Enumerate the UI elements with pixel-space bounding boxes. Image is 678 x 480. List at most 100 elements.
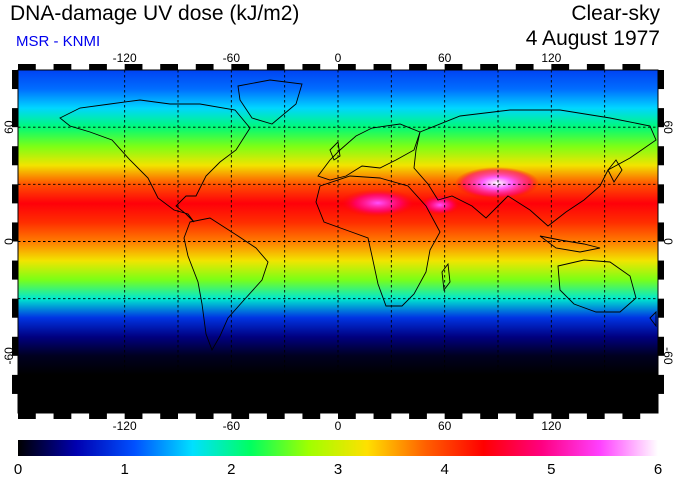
frame-block bbox=[302, 64, 321, 70]
top-lon-tick: 120 bbox=[541, 51, 561, 65]
frame-block bbox=[12, 374, 18, 394]
australia-coast bbox=[557, 259, 637, 313]
arabia-hotspot bbox=[420, 195, 460, 215]
right-lat-tick: -60 bbox=[661, 347, 675, 365]
frame-border bbox=[12, 64, 664, 419]
greenland-coast bbox=[237, 79, 303, 125]
frame-block bbox=[444, 64, 463, 70]
indonesia-coast bbox=[539, 235, 601, 253]
frame-block bbox=[53, 64, 72, 70]
frame-block bbox=[658, 336, 664, 356]
frame-block bbox=[12, 108, 18, 128]
frame-block bbox=[658, 222, 664, 242]
frame-block bbox=[160, 64, 178, 70]
frame-block bbox=[658, 108, 664, 128]
frame-block bbox=[480, 413, 498, 419]
frame-block bbox=[409, 64, 427, 70]
south-america-coast bbox=[183, 217, 269, 352]
frame-block bbox=[658, 184, 664, 204]
frame-block bbox=[302, 413, 321, 419]
source-label: MSR - KNMI bbox=[16, 33, 101, 50]
madagascar-coast bbox=[441, 262, 451, 292]
frame-block bbox=[586, 413, 605, 419]
bottom-lon-tick: 60 bbox=[438, 419, 452, 433]
bottom-lon-tick: -60 bbox=[223, 419, 241, 433]
frame-block bbox=[231, 64, 250, 70]
frame-block bbox=[551, 64, 570, 70]
north-america-coast bbox=[59, 99, 251, 223]
uk-coast bbox=[329, 141, 341, 161]
frame-block bbox=[124, 413, 143, 419]
frame-block bbox=[89, 64, 107, 70]
frame-block bbox=[658, 260, 664, 280]
frame-block bbox=[373, 413, 392, 419]
frame-block bbox=[12, 222, 18, 242]
frame-block bbox=[266, 64, 285, 70]
frame-block bbox=[586, 64, 605, 70]
frame-block bbox=[622, 413, 641, 419]
map-title: DNA-damage UV dose (kJ/m2) bbox=[10, 2, 300, 25]
frame-block bbox=[12, 184, 18, 204]
colorbar bbox=[18, 440, 658, 456]
date-label: 4 August 1977 bbox=[525, 27, 660, 50]
frame-block bbox=[515, 413, 534, 419]
sky-condition-label: Clear-sky bbox=[571, 2, 660, 25]
right-lat-tick: 60 bbox=[661, 120, 675, 134]
frame-block bbox=[89, 413, 107, 419]
colorbar-tick: 2 bbox=[227, 461, 235, 478]
frame-block bbox=[373, 64, 392, 70]
sahara-hotspot bbox=[340, 189, 416, 217]
japan-coast bbox=[607, 159, 623, 183]
left-lat-tick: -60 bbox=[2, 347, 16, 365]
frame-block bbox=[18, 64, 36, 70]
frame-block bbox=[160, 413, 178, 419]
frame-block bbox=[338, 64, 356, 70]
top-lon-tick: 60 bbox=[438, 51, 452, 65]
europe-coast bbox=[317, 123, 421, 181]
graticule bbox=[18, 70, 658, 413]
asia-coast bbox=[413, 109, 657, 227]
left-lat-tick: 0 bbox=[2, 238, 16, 245]
colorbar-tick: 6 bbox=[654, 461, 662, 478]
bottom-lon-tick: 0 bbox=[335, 419, 342, 433]
top-lon-tick: 0 bbox=[335, 51, 342, 65]
frame-block bbox=[12, 70, 18, 90]
frame-block bbox=[658, 298, 664, 318]
frame-block bbox=[658, 70, 664, 90]
frame-block bbox=[551, 413, 570, 419]
frame-block bbox=[18, 413, 36, 419]
tick-labels: -120 -60 0 60 120 -120 -60 0 60 120 60 0 -60 60 0 -60 bbox=[2, 51, 675, 433]
colorbar-tick: 0 bbox=[14, 461, 22, 478]
frame-block bbox=[658, 374, 664, 394]
new-zealand-coast bbox=[649, 310, 657, 328]
colorbar-labels: 0 1 2 3 4 5 6 bbox=[14, 461, 662, 478]
frame-block bbox=[658, 146, 664, 166]
frame-block bbox=[12, 336, 18, 356]
frame-block bbox=[12, 146, 18, 166]
frame-block bbox=[480, 64, 498, 70]
right-lat-tick: 0 bbox=[661, 238, 675, 245]
colorbar-tick: 1 bbox=[120, 461, 128, 478]
frame-block bbox=[338, 413, 356, 419]
colorbar-tick: 4 bbox=[440, 461, 448, 478]
frame-block bbox=[53, 413, 72, 419]
frame-block bbox=[12, 298, 18, 318]
frame-block bbox=[231, 413, 250, 419]
top-lon-tick: -120 bbox=[113, 51, 137, 65]
frame-block bbox=[622, 64, 641, 70]
bottom-lon-tick: -120 bbox=[113, 419, 137, 433]
frame-block bbox=[444, 413, 463, 419]
left-lat-tick: 60 bbox=[2, 120, 16, 134]
tibet-hotspot bbox=[455, 167, 539, 199]
frame-block bbox=[409, 413, 427, 419]
frame-block bbox=[195, 413, 214, 419]
frame-block bbox=[266, 413, 285, 419]
colorbar-tick: 5 bbox=[547, 461, 555, 478]
colorbar-tick: 3 bbox=[334, 461, 342, 478]
frame-block bbox=[124, 64, 143, 70]
frame-block bbox=[515, 64, 534, 70]
top-lon-tick: -60 bbox=[223, 51, 241, 65]
bottom-lon-tick: 120 bbox=[541, 419, 561, 433]
frame-block bbox=[195, 64, 214, 70]
